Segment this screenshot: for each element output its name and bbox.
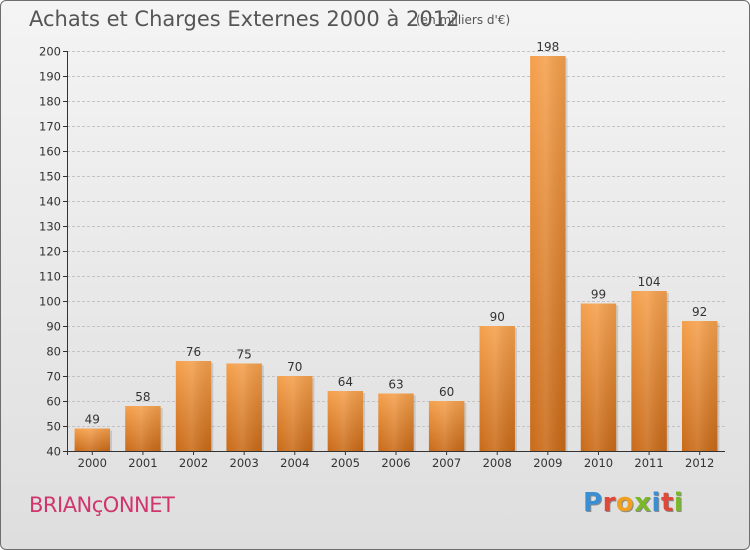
bar-value-label: 90 bbox=[490, 310, 505, 324]
bar-highlight bbox=[226, 363, 262, 451]
bar-value-label: 76 bbox=[186, 345, 201, 359]
x-tick-label: 2012 bbox=[685, 456, 714, 470]
logo-letter: P bbox=[583, 488, 603, 518]
y-tick-label: 40 bbox=[46, 445, 61, 459]
bar-value-label: 75 bbox=[237, 348, 252, 362]
bar-value-label: 58 bbox=[135, 390, 150, 404]
chart-subtitle: (en milliers d'€) bbox=[416, 13, 511, 27]
y-tick-label: 150 bbox=[39, 170, 61, 184]
bar-value-label: 64 bbox=[338, 375, 353, 389]
bar-value-label: 70 bbox=[287, 360, 302, 374]
logo-letter: t bbox=[660, 488, 674, 518]
bar-highlight bbox=[125, 406, 161, 451]
bar-highlight bbox=[631, 291, 667, 451]
bar-highlight bbox=[681, 321, 718, 451]
bars bbox=[74, 56, 720, 451]
x-tick-label: 2003 bbox=[230, 456, 259, 470]
bar-highlight bbox=[428, 401, 465, 451]
bar-value-label: 198 bbox=[536, 40, 559, 54]
y-tick-label: 160 bbox=[39, 145, 61, 159]
x-tick-label: 2001 bbox=[128, 456, 157, 470]
bar-highlight bbox=[479, 326, 515, 451]
logo-letter: o bbox=[615, 488, 635, 518]
bar-value-label: 92 bbox=[692, 305, 707, 319]
x-tick-label: 2005 bbox=[331, 456, 360, 470]
commune-name: BRIANçONNET bbox=[29, 493, 175, 517]
y-tick-label: 90 bbox=[46, 320, 61, 334]
y-tick-label: 50 bbox=[46, 420, 61, 434]
y-tick-label: 180 bbox=[39, 95, 61, 109]
chart-title: Achats et Charges Externes 2000 à 2012 bbox=[29, 7, 460, 31]
y-tick-label: 200 bbox=[39, 45, 61, 59]
x-tick-label: 2000 bbox=[78, 456, 107, 470]
bar-value-label: 49 bbox=[85, 413, 100, 427]
y-tick-label: 70 bbox=[46, 370, 61, 384]
y-tick-label: 170 bbox=[39, 120, 61, 134]
y-tick-label: 190 bbox=[39, 70, 61, 84]
bar-value-label: 104 bbox=[638, 275, 661, 289]
bar-highlight bbox=[277, 376, 313, 451]
y-tick-label: 80 bbox=[46, 345, 61, 359]
bar-highlight bbox=[378, 393, 414, 451]
x-tick-label: 2007 bbox=[432, 456, 461, 470]
bar-value-label: 63 bbox=[388, 378, 403, 392]
y-tick-label: 110 bbox=[39, 270, 61, 284]
x-tick-label: 2009 bbox=[533, 456, 562, 470]
bar-value-label: 60 bbox=[439, 385, 454, 399]
proxiti-logo[interactable]: Proxiti bbox=[583, 488, 683, 518]
logo-letter: i bbox=[651, 488, 661, 518]
labels: 40 50 60 70 80 90 100 110 120 130 140 150 160 170 180 1… bbox=[39, 40, 714, 470]
y-tick-label: 140 bbox=[39, 195, 61, 209]
logo-letter: i bbox=[673, 488, 684, 518]
grid-lines bbox=[67, 51, 725, 427]
y-tick-label: 100 bbox=[39, 295, 61, 309]
bar-highlight bbox=[530, 56, 566, 451]
y-tick-label: 60 bbox=[46, 395, 61, 409]
bar-highlight bbox=[74, 428, 111, 451]
logo-letter: r bbox=[602, 488, 616, 518]
bar-highlight bbox=[580, 303, 617, 451]
x-tick-label: 2006 bbox=[381, 456, 410, 470]
x-tick-label: 2008 bbox=[483, 456, 512, 470]
x-tick-label: 2011 bbox=[634, 456, 663, 470]
axes bbox=[63, 51, 725, 455]
y-tick-label: 120 bbox=[39, 245, 61, 259]
bar-highlight bbox=[327, 391, 364, 451]
x-tick-label: 2002 bbox=[179, 456, 208, 470]
x-tick-label: 2010 bbox=[584, 456, 613, 470]
x-tick-label: 2004 bbox=[280, 456, 309, 470]
bar-value-label: 99 bbox=[591, 288, 606, 302]
y-tick-label: 130 bbox=[39, 220, 61, 234]
logo-letter: x bbox=[634, 488, 652, 518]
bar-highlight bbox=[175, 361, 212, 451]
